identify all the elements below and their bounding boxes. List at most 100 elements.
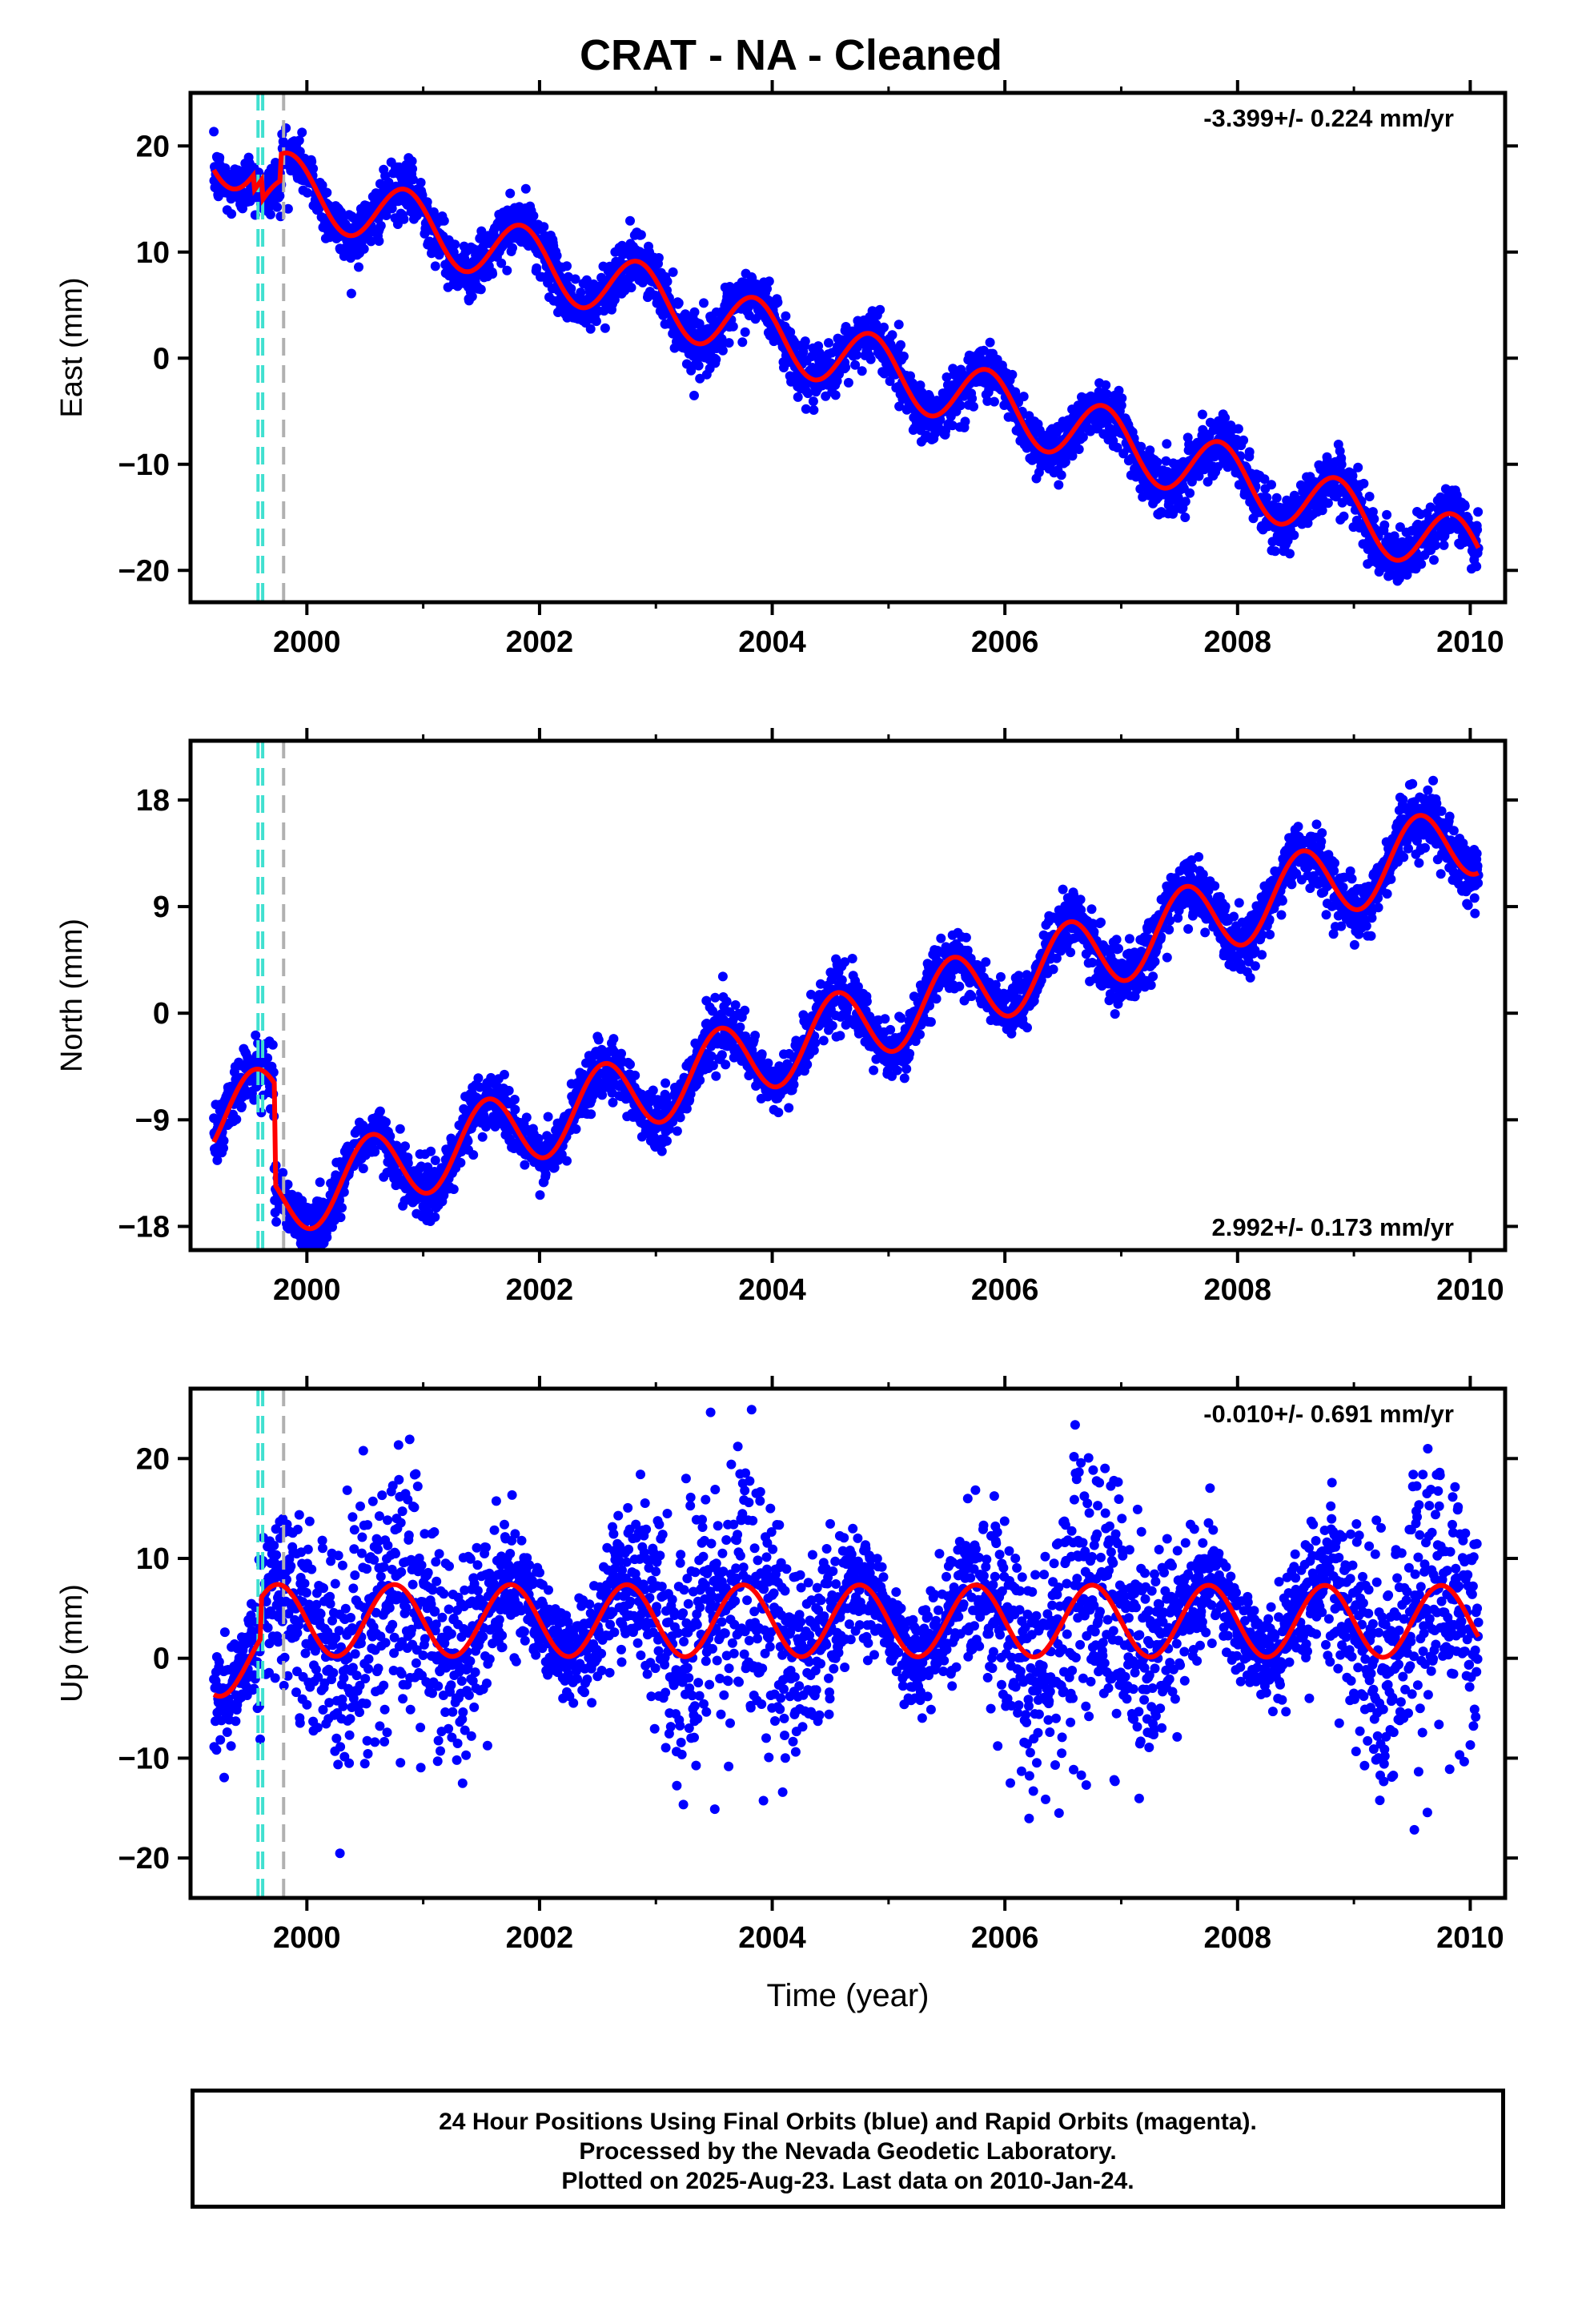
data-point <box>608 1034 619 1044</box>
y-tick-label: 20 <box>136 130 170 163</box>
data-point <box>1018 392 1029 402</box>
data-point <box>308 163 319 174</box>
data-point <box>616 1048 626 1059</box>
data-point <box>268 1068 279 1077</box>
data-point <box>275 191 285 201</box>
data-point <box>1152 457 1162 468</box>
data-point <box>576 287 586 298</box>
data-point <box>408 175 418 185</box>
data-point <box>785 327 796 337</box>
data-point <box>1323 498 1333 509</box>
data-point <box>1180 497 1191 507</box>
data-point <box>837 975 847 985</box>
data-point <box>374 236 384 246</box>
data-point <box>1359 478 1369 489</box>
data-point <box>762 283 772 294</box>
data-point <box>403 1158 413 1168</box>
data-point <box>215 152 225 163</box>
data-point <box>422 197 432 207</box>
data-point <box>784 1103 794 1113</box>
data-point <box>335 1212 346 1223</box>
data-point <box>251 1030 261 1040</box>
data-point <box>942 372 952 382</box>
data-point <box>1270 546 1280 557</box>
data-point <box>358 1164 368 1174</box>
data-point <box>1473 507 1484 517</box>
data-point <box>693 360 704 371</box>
data-point <box>894 401 905 412</box>
data-point <box>539 222 549 232</box>
x-tick-label: 2010 <box>1436 625 1504 659</box>
data-point <box>1136 441 1146 452</box>
data-point <box>865 354 876 364</box>
data-point <box>955 400 966 411</box>
data-point <box>562 1156 572 1166</box>
data-point <box>673 298 684 308</box>
data-point <box>359 243 369 254</box>
data-point <box>370 1147 380 1157</box>
data-point <box>1339 511 1349 521</box>
data-point <box>1394 573 1404 584</box>
data-point <box>689 390 699 400</box>
data-point <box>967 393 978 404</box>
data-point <box>989 396 999 407</box>
data-point <box>737 337 748 348</box>
data-point <box>533 1133 544 1144</box>
data-point <box>1185 488 1195 498</box>
data-point <box>717 971 728 982</box>
data-point <box>773 297 783 308</box>
data-point <box>265 209 275 219</box>
data-point <box>1101 380 1111 390</box>
data-point <box>385 1131 396 1141</box>
data-point <box>366 236 376 247</box>
data-point <box>1336 460 1347 469</box>
y-tick-label: 0 <box>153 342 170 376</box>
data-point <box>681 309 690 320</box>
data-point <box>520 1160 530 1170</box>
data-point <box>476 284 486 295</box>
data-point <box>757 1049 767 1059</box>
data-point <box>982 396 993 406</box>
data-point <box>1367 507 1378 517</box>
data-point <box>426 1146 436 1156</box>
data-point <box>724 338 734 348</box>
panel-1: 2000 2002 2004 2006 2008 2010−20−1001020East … <box>55 80 1518 659</box>
data-point <box>835 1031 845 1041</box>
data-point <box>1161 456 1171 466</box>
data-point <box>661 1078 671 1088</box>
data-point <box>1244 447 1255 457</box>
data-point <box>808 396 818 407</box>
data-point <box>668 267 678 277</box>
data-point <box>1382 509 1392 520</box>
data-point <box>336 207 346 217</box>
model-line <box>211 151 1481 563</box>
data-point <box>1425 502 1435 513</box>
data-point <box>528 211 539 221</box>
data-point <box>278 1168 288 1178</box>
data-point <box>1402 569 1412 580</box>
y-tick-label: 10 <box>136 236 170 270</box>
data-point <box>585 324 596 334</box>
data-point <box>500 1069 509 1080</box>
data-point <box>1262 493 1272 503</box>
data-point <box>636 230 646 240</box>
data-point <box>1162 439 1172 449</box>
data-point <box>375 220 386 231</box>
data-point <box>1472 525 1483 535</box>
data-point <box>1271 493 1282 503</box>
data-point <box>730 1000 741 1010</box>
chart-title: CRAT - NA - Cleaned <box>579 31 1002 79</box>
data-point <box>535 1190 545 1200</box>
data-point <box>504 1085 514 1096</box>
data-point <box>317 180 327 191</box>
data-point <box>711 354 721 364</box>
data-point <box>219 1143 228 1153</box>
data-point <box>448 1184 459 1194</box>
data-point <box>656 1146 667 1156</box>
data-point <box>830 390 841 400</box>
data-point <box>728 321 738 332</box>
data-points <box>209 775 1484 1250</box>
data-point <box>653 253 664 263</box>
data-point <box>947 420 958 431</box>
